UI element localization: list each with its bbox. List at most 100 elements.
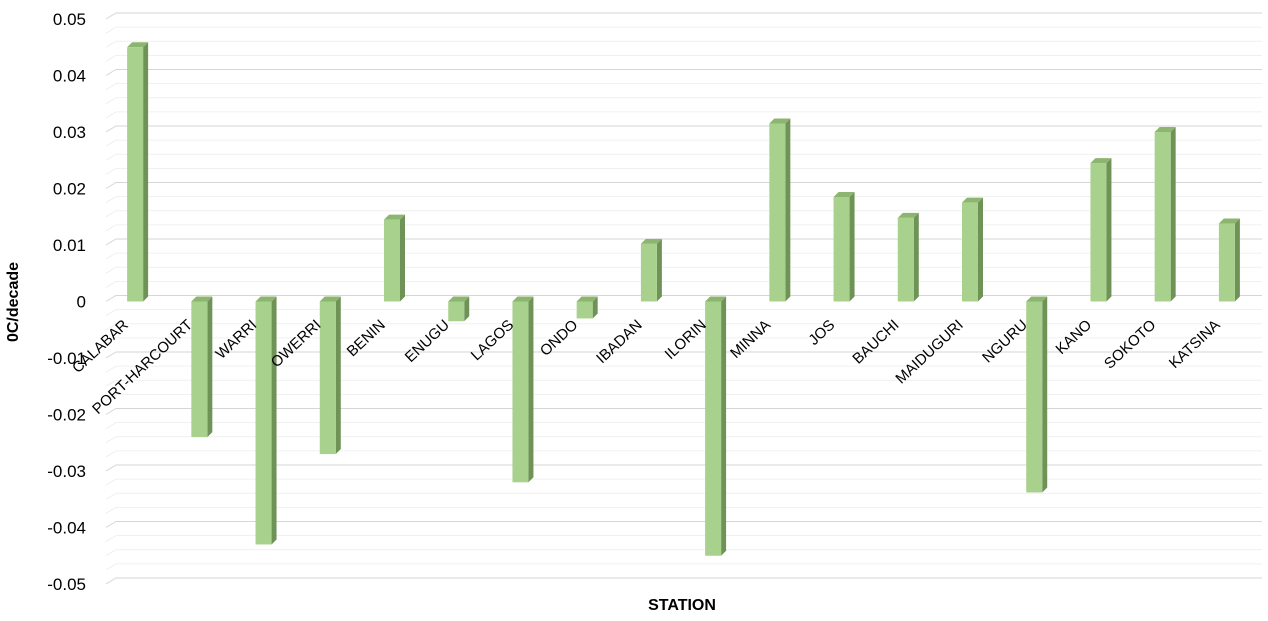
bar-front [962,202,978,302]
minor-gridline [105,252,1262,260]
minor-gridline [105,139,1262,147]
bar-ibadan [640,238,662,302]
y-tick-label: 0.04 [53,67,86,86]
bar-side [913,212,919,302]
bar-front [384,219,400,302]
bar-side [528,296,534,483]
x-tick-label: JOS [805,316,838,348]
bar-port-harcourt [191,296,213,438]
bar-front [1218,223,1235,302]
bar-front [127,47,144,302]
bar-side [592,296,598,319]
minor-gridline [105,450,1262,458]
bar-top [448,296,470,302]
major-gridline [105,351,1262,359]
minor-gridline [105,153,1262,161]
x-tick-label: SOKOTO [1101,316,1159,372]
bar-top [255,296,277,302]
y-axis-title: 0C/decade [5,262,22,342]
bar-top [897,212,919,218]
bar-top [640,238,662,244]
grid-layer [105,12,1262,585]
major-gridline [105,12,1262,20]
bar-maiduguri [962,197,983,302]
major-gridline [105,521,1262,528]
bar-top [576,296,598,302]
bar-top [1218,218,1240,224]
minor-gridline [105,309,1262,316]
minor-gridline [105,54,1262,62]
y-tick-label: -0.05 [47,575,86,594]
bar-side [143,42,149,302]
minor-gridline [105,83,1262,90]
bar-top [833,191,855,197]
minor-gridline [105,365,1262,373]
bar-calabar [127,42,149,302]
bar-side [1042,296,1048,493]
bar-bauchi [897,212,919,302]
major-gridline [105,464,1262,472]
minor-gridline [105,535,1262,542]
y-axis-ticks: 0.05 0.04 0.03 0.02 0.01 0 -0.01 -0.02 -0.03 -0.0… [47,10,86,594]
bar-side [1234,218,1240,302]
x-axis-title: STATION [648,597,716,614]
bar-front [897,217,914,302]
y-tick-label: 0 [77,293,86,312]
minor-gridline [105,266,1262,274]
minor-gridline [105,26,1262,34]
y-tick-label: -0.04 [47,519,86,538]
bar-lagos [512,296,534,483]
minor-gridline [105,167,1262,175]
bar-top [962,197,983,203]
bar-katsina [1218,218,1240,302]
bar-enugu [448,296,470,322]
bar-side [721,296,727,556]
bar-ondo [576,296,598,319]
minor-gridline [105,196,1262,203]
bar-front [705,301,722,556]
major-gridline [105,295,1262,302]
bar-ilorin [705,296,727,556]
bar-top [384,214,405,220]
minor-gridline [105,224,1262,232]
major-gridline [105,182,1262,189]
minor-gridline [105,337,1262,345]
minor-gridline [105,379,1262,387]
bar-side [464,296,470,322]
major-gridline [105,408,1262,415]
bar-owerri [319,296,341,455]
bar-warri [255,296,277,545]
y-tick-label: 0.02 [53,180,86,199]
minor-gridline [105,436,1262,444]
bar-front [1090,163,1107,302]
bar-side [400,214,405,302]
y-tick-label: -0.01 [47,349,86,368]
bar-front [769,123,786,302]
bar-front [512,301,529,483]
y-tick-label: 0.05 [53,10,86,29]
bar-kano [1090,158,1112,302]
y-tick-label: -0.03 [47,462,86,481]
minor-gridline [105,422,1262,429]
bar-top [1090,158,1112,164]
bar-jos [833,191,855,302]
bar-side [271,296,277,545]
x-tick-label: MINNA [727,316,774,361]
bar-side [1170,127,1176,302]
y-tick-label: -0.02 [47,406,86,425]
bar-nguru [1026,296,1048,493]
bar-front [1154,132,1171,302]
bar-benin [384,214,405,302]
bar-top [769,118,791,124]
bar-top [1026,296,1048,302]
major-gridline [105,69,1262,76]
bar-front [833,196,850,302]
bar-minna [769,118,791,302]
bars [127,42,1240,556]
minor-gridline [105,97,1262,105]
bar-side [207,296,213,438]
bar-front [319,301,336,455]
bar-side [656,238,662,302]
